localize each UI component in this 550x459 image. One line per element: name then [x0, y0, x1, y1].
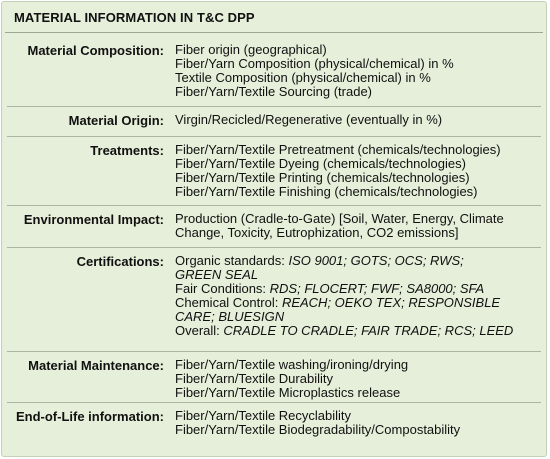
- line-text: Fiber/Yarn Composition (physical/chemica…: [175, 56, 454, 71]
- section-line: Overall: CRADLE TO CRADLE; FAIR TRADE; R…: [175, 324, 540, 338]
- section-line: Fiber/Yarn/Textile Pretreatment (chemica…: [175, 143, 540, 157]
- line-text: Fiber/Yarn/Textile Durability: [175, 371, 333, 386]
- line-text: Change, Toxicity, Eutrophization, CO2 em…: [175, 225, 459, 240]
- line-text: Fiber/Yarn/Textile washing/ironing/dryin…: [175, 357, 409, 372]
- section-lines: Fiber origin (geographical) Fiber/Yarn Co…: [175, 43, 540, 99]
- section-line: Production (Cradle-to-Gate) [Soil, Water…: [175, 212, 540, 226]
- line-text: Production (Cradle-to-Gate) [Soil, Water…: [175, 211, 504, 226]
- section-line: Fiber/Yarn/Textile washing/ironing/dryin…: [175, 358, 540, 372]
- section-label: Environmental Impact:: [23, 212, 164, 227]
- section-label: Material Maintenance:: [28, 358, 164, 373]
- line-text: Fiber/Yarn/Textile Biodegradability/Comp…: [175, 422, 461, 437]
- section-divider: [7, 402, 541, 403]
- section-lines: Organic standards: ISO 9001; GOTS; OCS; …: [175, 254, 540, 338]
- line-text: Fiber/Yarn/Textile Microplastics release: [175, 385, 401, 400]
- section-line: Fiber/Yarn/Textile Printing (chemicals/t…: [175, 171, 540, 185]
- title-divider: [5, 32, 543, 33]
- line-text: Fiber/Yarn/Textile Pretreatment (chemica…: [175, 142, 501, 157]
- section-line: Textile Composition (physical/chemical) …: [175, 71, 540, 85]
- section-line: Fiber/Yarn/Textile Recyclability: [175, 409, 540, 423]
- line-text: Virgin/Recicled/Regenerative (eventually…: [175, 112, 443, 127]
- line-text-italic: RDS; FLOCERT; FWF; SA8000; SFA: [269, 281, 485, 296]
- section-divider: [7, 136, 541, 137]
- section-line: Fiber/Yarn/Textile Finishing (chemicals/…: [175, 185, 540, 199]
- line-text: Fiber origin (geographical): [175, 42, 327, 57]
- line-text: Organic standards:: [175, 253, 289, 268]
- line-text: Textile Composition (physical/chemical) …: [175, 70, 431, 85]
- section-lines: Fiber/Yarn/Textile Recyclability Fiber/Ya…: [175, 409, 540, 437]
- section-line: Fiber origin (geographical): [175, 43, 540, 57]
- line-text: Overall:: [175, 323, 224, 338]
- section-lines: Fiber/Yarn/Textile Pretreatment (chemica…: [175, 143, 540, 199]
- section-line: Fair Conditions: RDS; FLOCERT; FWF; SA80…: [175, 282, 540, 296]
- line-text: Fiber/Yarn/Textile Dyeing (chemicals/tec…: [175, 156, 466, 171]
- line-text: Fiber/Yarn/Textile Finishing (chemicals/…: [175, 184, 478, 199]
- line-text: Chemical Control:: [175, 295, 282, 310]
- section-divider: [7, 106, 541, 107]
- line-text-italic: CARE; BLUESIGN: [175, 309, 285, 324]
- line-text-italic: CRADLE TO CRADLE; FAIR TRADE; RCS; LEED: [223, 323, 514, 338]
- section-divider: [7, 351, 541, 352]
- section-line: Fiber/Yarn/Textile Biodegradability/Comp…: [175, 423, 540, 437]
- section-lines: Virgin/Recicled/Regenerative (eventually…: [175, 113, 540, 127]
- line-text-italic: ISO 9001; GOTS; OCS; RWS;: [288, 253, 464, 268]
- section-line: Change, Toxicity, Eutrophization, CO2 em…: [175, 226, 540, 240]
- line-text: Fair Conditions:: [175, 281, 270, 296]
- section-divider: [7, 247, 541, 248]
- section-divider: [7, 205, 541, 206]
- panel-title: MATERIAL INFORMATION IN T&C DPP: [14, 10, 255, 25]
- section-label: Certifications:: [76, 254, 164, 269]
- section-label: End-of-Life information:: [15, 409, 164, 424]
- section-line: Organic standards: ISO 9001; GOTS; OCS; …: [175, 254, 540, 268]
- section-line: Fiber/Yarn/Textile Dyeing (chemicals/tec…: [175, 157, 540, 171]
- line-text: Fiber/Yarn/Textile Sourcing (trade): [175, 84, 373, 99]
- section-line: Fiber/Yarn/Textile Sourcing (trade): [175, 85, 540, 99]
- line-text-italic: REACH; OEKO TEX; RESPONSIBLE: [281, 295, 501, 310]
- section-label: Material Composition:: [27, 43, 164, 58]
- section-label: Material Origin:: [68, 113, 164, 128]
- section-line: GREEN SEAL: [175, 268, 540, 282]
- line-text-italic: GREEN SEAL: [175, 267, 259, 282]
- section-line: Chemical Control: REACH; OEKO TEX; RESPO…: [175, 296, 540, 310]
- section-label: Treatments:: [90, 143, 164, 158]
- section-line: CARE; BLUESIGN: [175, 310, 540, 324]
- section-line: Fiber/Yarn Composition (physical/chemica…: [175, 57, 540, 71]
- section-lines: Fiber/Yarn/Textile washing/ironing/dryin…: [175, 358, 540, 400]
- line-text: Fiber/Yarn/Textile Recyclability: [175, 408, 352, 423]
- section-line: Fiber/Yarn/Textile Durability: [175, 372, 540, 386]
- section-line: Fiber/Yarn/Textile Microplastics release: [175, 386, 540, 400]
- section-lines: Production (Cradle-to-Gate) [Soil, Water…: [175, 212, 540, 240]
- line-text: Fiber/Yarn/Textile Printing (chemicals/t…: [175, 170, 470, 185]
- section-line: Virgin/Recicled/Regenerative (eventually…: [175, 113, 540, 127]
